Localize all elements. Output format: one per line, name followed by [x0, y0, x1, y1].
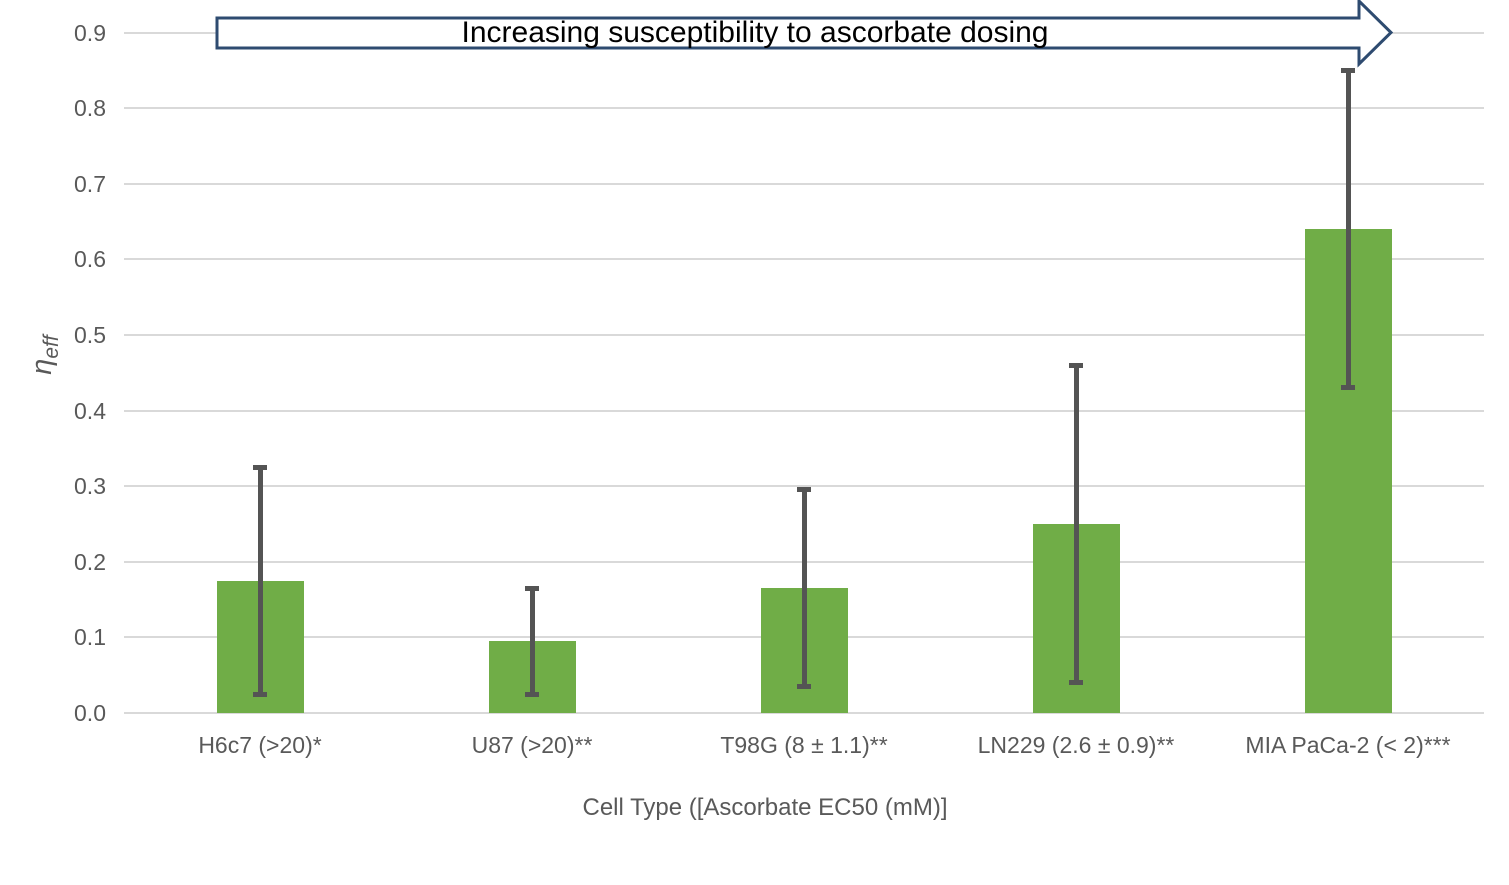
y-tick-label: 0.4 [74, 397, 106, 424]
y-tick-label: 0.6 [74, 246, 106, 273]
error-bar-cap [525, 691, 539, 697]
gridline [124, 334, 1484, 336]
error-bar-cap [1069, 680, 1083, 686]
y-tick-label: 0.8 [74, 95, 106, 122]
y-tick-label: 0.9 [74, 19, 106, 46]
chart-annotation: Increasing susceptibility to ascorbate d… [461, 16, 1049, 49]
y-tick-label: 0.5 [74, 322, 106, 348]
y-tick-label: 0.1 [74, 624, 106, 651]
error-bar-cap [253, 464, 267, 470]
gridline [124, 712, 1484, 714]
error-bar-cap [525, 585, 539, 591]
gridline [124, 107, 1484, 110]
error-bar-cap [253, 691, 267, 697]
error-bar [257, 467, 263, 695]
x-category-label: H6c7 (>20)* [198, 732, 322, 758]
error-bar-cap [1069, 362, 1083, 368]
error-bar [801, 489, 807, 687]
gridline [124, 409, 1484, 412]
x-category-label: LN229 (2.6 ± 0.9)** [977, 732, 1175, 758]
error-bar [1345, 70, 1351, 388]
error-bar-cap [797, 487, 811, 493]
y-tick-label: 0.7 [74, 170, 106, 197]
y-tick-label: 0.0 [74, 700, 106, 726]
y-axis-title: ηeff [26, 335, 64, 374]
y-tick-label: 0.2 [74, 548, 106, 575]
gridline [124, 182, 1484, 185]
error-bar [1073, 365, 1079, 683]
x-category-label: MIA PaCa-2 (< 2)*** [1245, 732, 1451, 758]
x-axis-title: Cell Type ([Ascorbate EC50 (mM)] [582, 794, 948, 821]
x-category-label: U87 (>20)** [471, 732, 593, 758]
gridline [124, 258, 1484, 261]
error-bar-cap [797, 684, 811, 690]
error-bar [529, 588, 535, 695]
gridline [124, 485, 1484, 488]
y-tick-label: 0.3 [74, 473, 106, 500]
error-bar-cap [1341, 385, 1355, 391]
y-axis-title-symbol: η [26, 358, 59, 375]
error-bar-cap [1341, 67, 1355, 73]
y-axis-title-subscript: eff [39, 335, 63, 359]
x-category-label: T98G (8 ± 1.1)** [720, 732, 888, 758]
